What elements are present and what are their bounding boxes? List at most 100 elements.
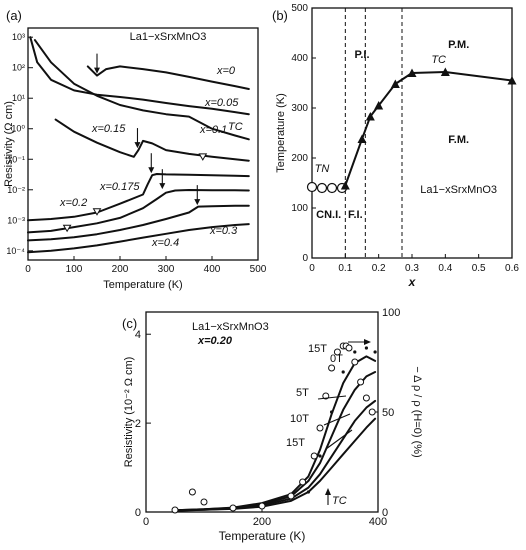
region-label-b-p-m: P.M. (448, 39, 469, 51)
y-tick-label-a-6: 10² (12, 63, 25, 73)
point-c-15t-mr-16 (357, 378, 365, 386)
open-triangle-a-0 (198, 153, 208, 161)
annotation-b-tc: TC (431, 54, 446, 66)
open-triangle-a-2 (62, 224, 72, 233)
curve-label-c-15t-mr: 15T (308, 343, 327, 355)
y-tick-label-b-300: 300 (291, 103, 308, 114)
point-c-15t-mr-4 (258, 502, 266, 510)
series-label-a-x0: x=0 (216, 65, 236, 77)
panel-b-label: (b) (272, 8, 288, 23)
point-b-tc-7 (507, 76, 517, 85)
x-tick-label-b-1: 0.1 (338, 263, 352, 274)
arrowhead-a-2 (148, 167, 155, 174)
x-tick-label-c-400: 400 (369, 516, 387, 528)
point-c-15t-mr-18 (368, 408, 376, 416)
series-a-x-0 (86, 65, 250, 90)
series-label-a-x03: x=0.3 (209, 225, 238, 237)
series-label-a-x02: x=0.2 (59, 197, 87, 209)
y-tick-label-a-7: 10³ (12, 32, 25, 42)
series-a-x-0-3 (27, 204, 250, 242)
series-a-x-0-05 (29, 36, 250, 116)
series-label-a-x01: x=0.1 (199, 124, 227, 136)
panel-a-y-axis-label: Resistivity (Ω cm) (3, 101, 15, 187)
x-tick-label-b-4: 0.4 (438, 263, 452, 274)
y-tick-label-a-5: 10¹ (12, 93, 25, 103)
point-c-15t-mr-15 (351, 358, 359, 366)
series-c-15t (174, 417, 377, 512)
y-tick-label-b-400: 400 (291, 53, 308, 64)
y2-tick-label-c-100: 100 (382, 307, 400, 319)
panel-c-x-axis-label: Temperature (K) (219, 529, 306, 543)
y2-tick-label-c-0: 0 (382, 507, 388, 519)
panel-b-y-axis-label: Temperature (K) (275, 93, 287, 172)
x-tick-label-a-200: 200 (112, 264, 129, 275)
series-label-a-x005: x=0.05 (204, 97, 239, 109)
x-tick-label-b-3: 0.3 (405, 263, 419, 274)
curve-label-c-15t: 15T (286, 437, 305, 449)
y-tick-label-c-0: 0 (135, 507, 141, 519)
point-c-0t-mr-5 (364, 346, 368, 350)
y-tick-label-b-0: 0 (302, 253, 308, 264)
y-tick-label-b-500: 500 (291, 3, 308, 14)
x-tick-label-a-500: 500 (250, 264, 267, 275)
point-c-15t-mr-10 (328, 364, 336, 372)
y-tick-label-a-4: 10⁰ (11, 124, 25, 134)
arrowhead-a-0 (94, 67, 100, 74)
series-a-x-0-175 (27, 173, 250, 222)
y-tick-label-a-0: 10⁻⁴ (6, 246, 25, 256)
point-b-tn-1 (316, 182, 328, 194)
point-b-tc-3 (374, 101, 384, 110)
panel-c-title: La1−xSrxMnO3 (192, 321, 269, 333)
panel-c-label: (c) (122, 316, 137, 331)
annotation-b-la1-xsrxmno3: La1−xSrxMnO3 (420, 184, 497, 196)
panel-a-x-axis-label: Temperature (K) (103, 279, 182, 291)
series-label-a-x0175: x=0.175 (99, 181, 140, 193)
x-tick-label-c-0: 0 (143, 516, 149, 528)
panel-a-label: (a) (6, 8, 22, 23)
x-tick-label-b-0: 0 (309, 263, 315, 274)
panel-a-plot-frame (27, 27, 259, 261)
series-label-a-x04: x=0.4 (151, 237, 179, 249)
point-c-15t-mr-0 (171, 506, 179, 514)
curve-leader-c-1 (323, 413, 351, 426)
panel-c-y-axis-label: Resistivity (10⁻² Ω cm) (123, 357, 135, 468)
y2-tick-label-c-50: 50 (382, 407, 394, 419)
panel-b-x-axis-label: x (408, 275, 417, 289)
y-tick-label-a-2: 10⁻² (7, 185, 25, 195)
series-c-0t (174, 355, 377, 512)
x-tick-label-a-300: 300 (158, 264, 175, 275)
arrowhead-a-1 (134, 142, 141, 149)
panel-a-title: La1−xSrxMnO3 (130, 31, 207, 43)
panel-c-y2-axis-label: − Δ ρ / ρ (H=0) (%) (411, 366, 423, 457)
arrowhead-a-3 (159, 183, 166, 190)
annotation-b-tn: TN (315, 163, 330, 175)
region-label-b-p-i: P.I. (354, 49, 369, 61)
series-b-tc-line (344, 71, 513, 187)
y-tick-label-a-1: 10⁻³ (7, 215, 25, 225)
tc-label-a: TC (228, 121, 243, 133)
point-b-tc-4 (390, 79, 400, 88)
series-a-x-0-15 (54, 118, 250, 162)
curve-label-c-10t: 10T (290, 413, 309, 425)
x-tick-label-a-400: 400 (204, 264, 221, 275)
y-tick-label-b-200: 200 (291, 153, 308, 164)
point-c-0t-mr-0 (306, 490, 310, 494)
curve-leader-c-0 (325, 429, 353, 450)
open-triangle-a-1 (92, 208, 102, 216)
panel-c-subtitle: x=0.20 (197, 335, 233, 347)
point-c-15t-mr-14 (345, 344, 353, 352)
point-c-0t-mr-2 (330, 410, 334, 414)
x-tick-label-b-6: 0.6 (505, 263, 519, 274)
x-tick-label-c-200: 200 (253, 516, 271, 528)
point-b-tc-1 (357, 134, 367, 143)
y-tick-label-c-2: 2 (135, 418, 141, 430)
point-c-0t-mr-4 (353, 350, 357, 354)
point-c-0t-mr-3 (341, 370, 345, 374)
point-c-0t-mr-1 (318, 454, 322, 458)
point-c-15t-mr-2 (200, 498, 208, 506)
point-b-tc-6 (440, 67, 450, 76)
series-a-x-0-2 (27, 189, 250, 234)
region-label-b-f-i: F.I. (348, 209, 363, 221)
arrowhead-a-4 (194, 199, 201, 206)
